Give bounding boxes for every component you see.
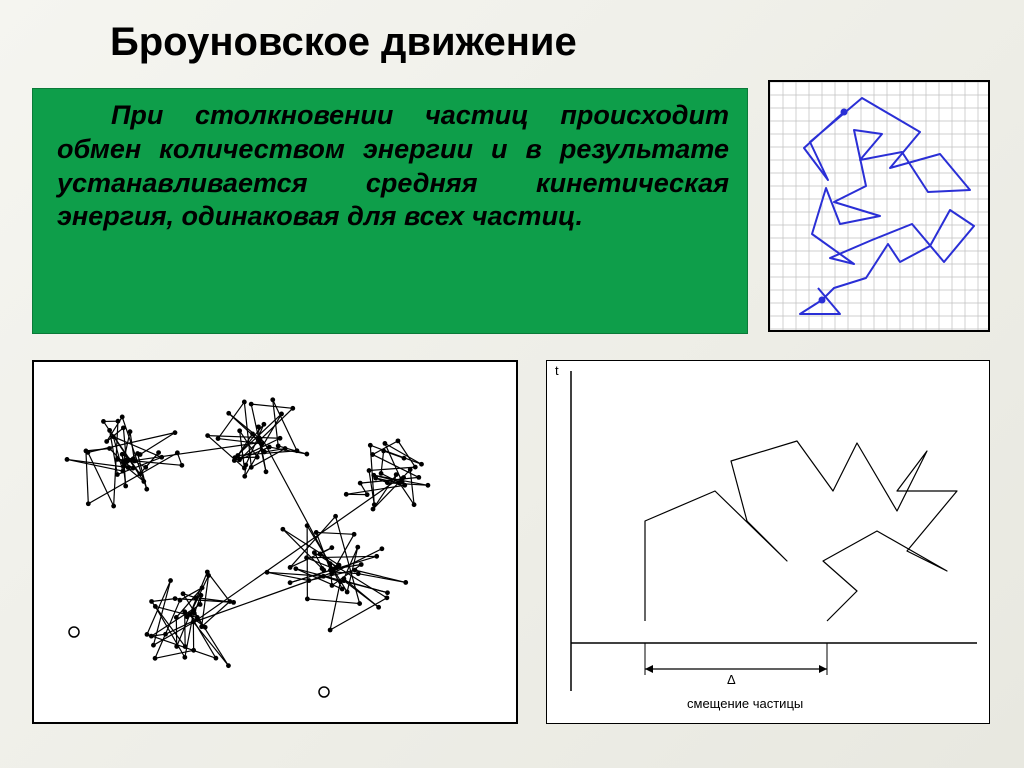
slide-title: Броуновское движение xyxy=(110,20,577,65)
description-panel: При столкновении частиц происходит обмен… xyxy=(32,88,748,334)
axis-label-t: t xyxy=(555,363,559,378)
delta-label: Δ xyxy=(727,672,736,687)
grid-brownian-diagram xyxy=(768,80,990,332)
displacement-diagram: t Δ смещение частицы xyxy=(546,360,990,724)
description-text: При столкновении частиц происходит обмен… xyxy=(57,99,729,234)
scatter-brownian-diagram xyxy=(32,360,518,724)
displacement-label: смещение частицы xyxy=(687,696,803,711)
